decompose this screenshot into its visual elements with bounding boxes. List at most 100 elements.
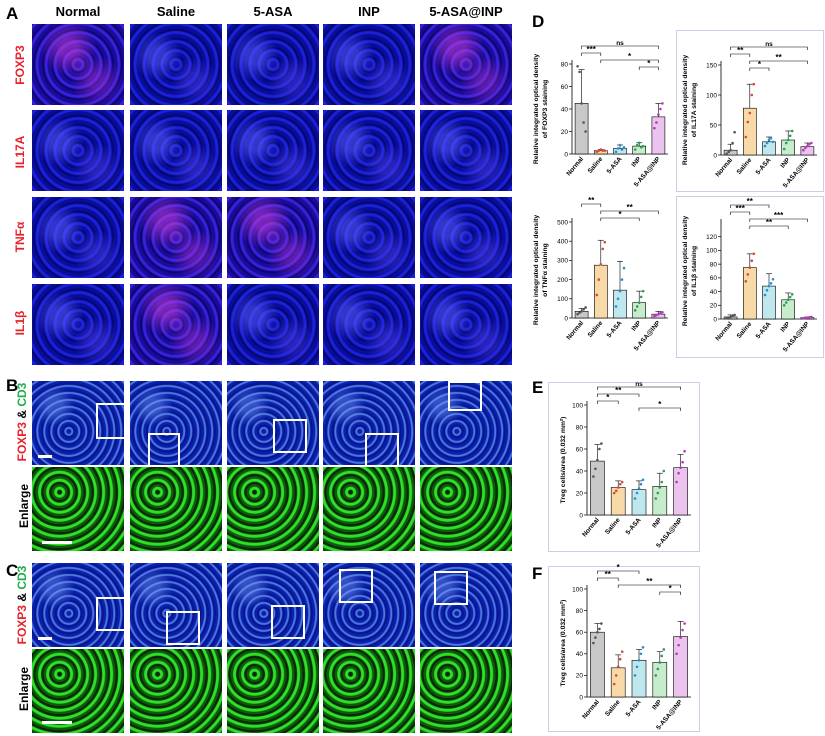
data-point — [662, 469, 666, 473]
zoom-box — [448, 381, 482, 411]
data-point — [657, 113, 660, 116]
y-tick-label: 0 — [579, 512, 583, 519]
y-tick-label: 100 — [706, 92, 717, 99]
zoom-box — [96, 403, 124, 439]
column-header-5asa-inp: 5-ASA@INP — [429, 4, 503, 19]
significance-label: *** — [736, 204, 746, 213]
x-tick-label: Saline — [604, 516, 622, 535]
x-tick-label: 5-ASA — [606, 156, 624, 176]
data-point — [635, 305, 639, 308]
chart-foxp3-svg: 0 20 40 60 80 Relative integrated optical den… — [533, 40, 668, 188]
significance-bracket — [659, 591, 681, 595]
data-point — [767, 138, 771, 142]
data-point — [656, 667, 660, 671]
scale-bar — [42, 541, 72, 544]
significance-bracket — [638, 407, 681, 411]
y-axis-label: Relative integrated optical density — [682, 55, 689, 166]
data-point — [658, 661, 662, 664]
significance-bracket — [597, 577, 619, 581]
chart-tnfa-svg: 0 100 200 300 400 500 Relative integrated opti… — [533, 196, 668, 352]
data-point — [614, 305, 618, 308]
y-tick-label: 60 — [561, 84, 569, 91]
data-point — [654, 674, 658, 677]
scale-bar — [38, 637, 52, 640]
y-axis-label: of FOXP3 staining — [542, 80, 549, 139]
x-tick-label: Normal — [565, 320, 585, 342]
x-tick-label: 5-ASA — [606, 320, 624, 340]
data-point — [637, 658, 641, 662]
data-point — [727, 150, 730, 154]
data-point — [659, 107, 662, 111]
y-axis-label: Treg cells/area (0.032 mm²) — [560, 417, 567, 504]
data-point — [750, 93, 754, 97]
data-point — [802, 317, 805, 320]
data-point — [744, 135, 748, 139]
data-point — [765, 141, 769, 145]
bar — [590, 460, 605, 516]
x-tick-label: Normal — [714, 157, 734, 179]
significance-bracket — [638, 66, 659, 70]
significance-label: ns — [616, 40, 624, 47]
bar — [762, 285, 776, 320]
data-point — [637, 141, 641, 145]
y-tick-label: 0 — [713, 316, 717, 323]
data-point — [729, 315, 732, 319]
significance-label: ** — [766, 218, 773, 227]
significance-label: * — [669, 584, 673, 593]
data-point — [597, 149, 601, 152]
x-tick-label: INP — [651, 516, 664, 529]
y-tick-label: 0 — [564, 315, 568, 322]
significance-label: * — [606, 393, 610, 402]
bar — [781, 139, 795, 156]
image-b-5asa — [227, 381, 319, 465]
column-header-5asa: 5-ASA — [253, 4, 293, 19]
data-point — [744, 279, 748, 283]
data-point — [576, 312, 579, 316]
data-point — [769, 282, 773, 285]
y-tick-label: 80 — [576, 424, 584, 431]
data-point — [725, 152, 728, 156]
data-point — [618, 289, 622, 293]
image-b-enlarge-inp — [323, 467, 415, 551]
zoom-box — [365, 433, 399, 465]
data-point — [788, 134, 792, 138]
image-b-saline — [130, 381, 222, 465]
bar — [743, 267, 757, 320]
row-label-foxp3: FOXP3 — [13, 45, 27, 85]
bar — [673, 636, 688, 698]
y-tick-label: 0 — [713, 152, 717, 159]
x-tick-label: INP — [651, 698, 664, 711]
data-point — [599, 148, 603, 151]
data-point — [620, 148, 624, 151]
data-point — [599, 262, 603, 266]
y-tick-label: 100 — [572, 586, 583, 593]
data-point — [601, 247, 605, 251]
data-point — [675, 652, 678, 656]
image-tnfa-5asa-inp — [420, 197, 512, 278]
bar — [574, 103, 589, 155]
significance-bracket — [597, 570, 640, 574]
bar — [652, 662, 668, 698]
y-axis-label: of IL17A staining — [691, 83, 698, 138]
image-b-enlarge-normal — [32, 467, 124, 551]
bar — [610, 487, 626, 516]
x-tick-label: Saline — [587, 155, 605, 174]
significance-label: ns — [635, 381, 643, 388]
data-point — [616, 665, 620, 669]
data-point — [733, 313, 736, 317]
y-tick-label: 40 — [710, 289, 718, 296]
y-tick-label: 100 — [557, 296, 568, 303]
image-c-5asa — [227, 563, 319, 647]
bar — [673, 467, 688, 516]
data-point — [658, 486, 662, 489]
significance-label: ns — [765, 41, 773, 48]
significance-label: ** — [615, 386, 622, 395]
data-point — [639, 295, 643, 299]
data-point — [804, 146, 807, 150]
data-point — [733, 130, 736, 134]
data-point — [679, 636, 682, 639]
data-point — [635, 143, 639, 147]
x-tick-label: Normal — [581, 699, 601, 721]
y-tick-label: 200 — [557, 277, 568, 284]
bar — [631, 489, 647, 516]
